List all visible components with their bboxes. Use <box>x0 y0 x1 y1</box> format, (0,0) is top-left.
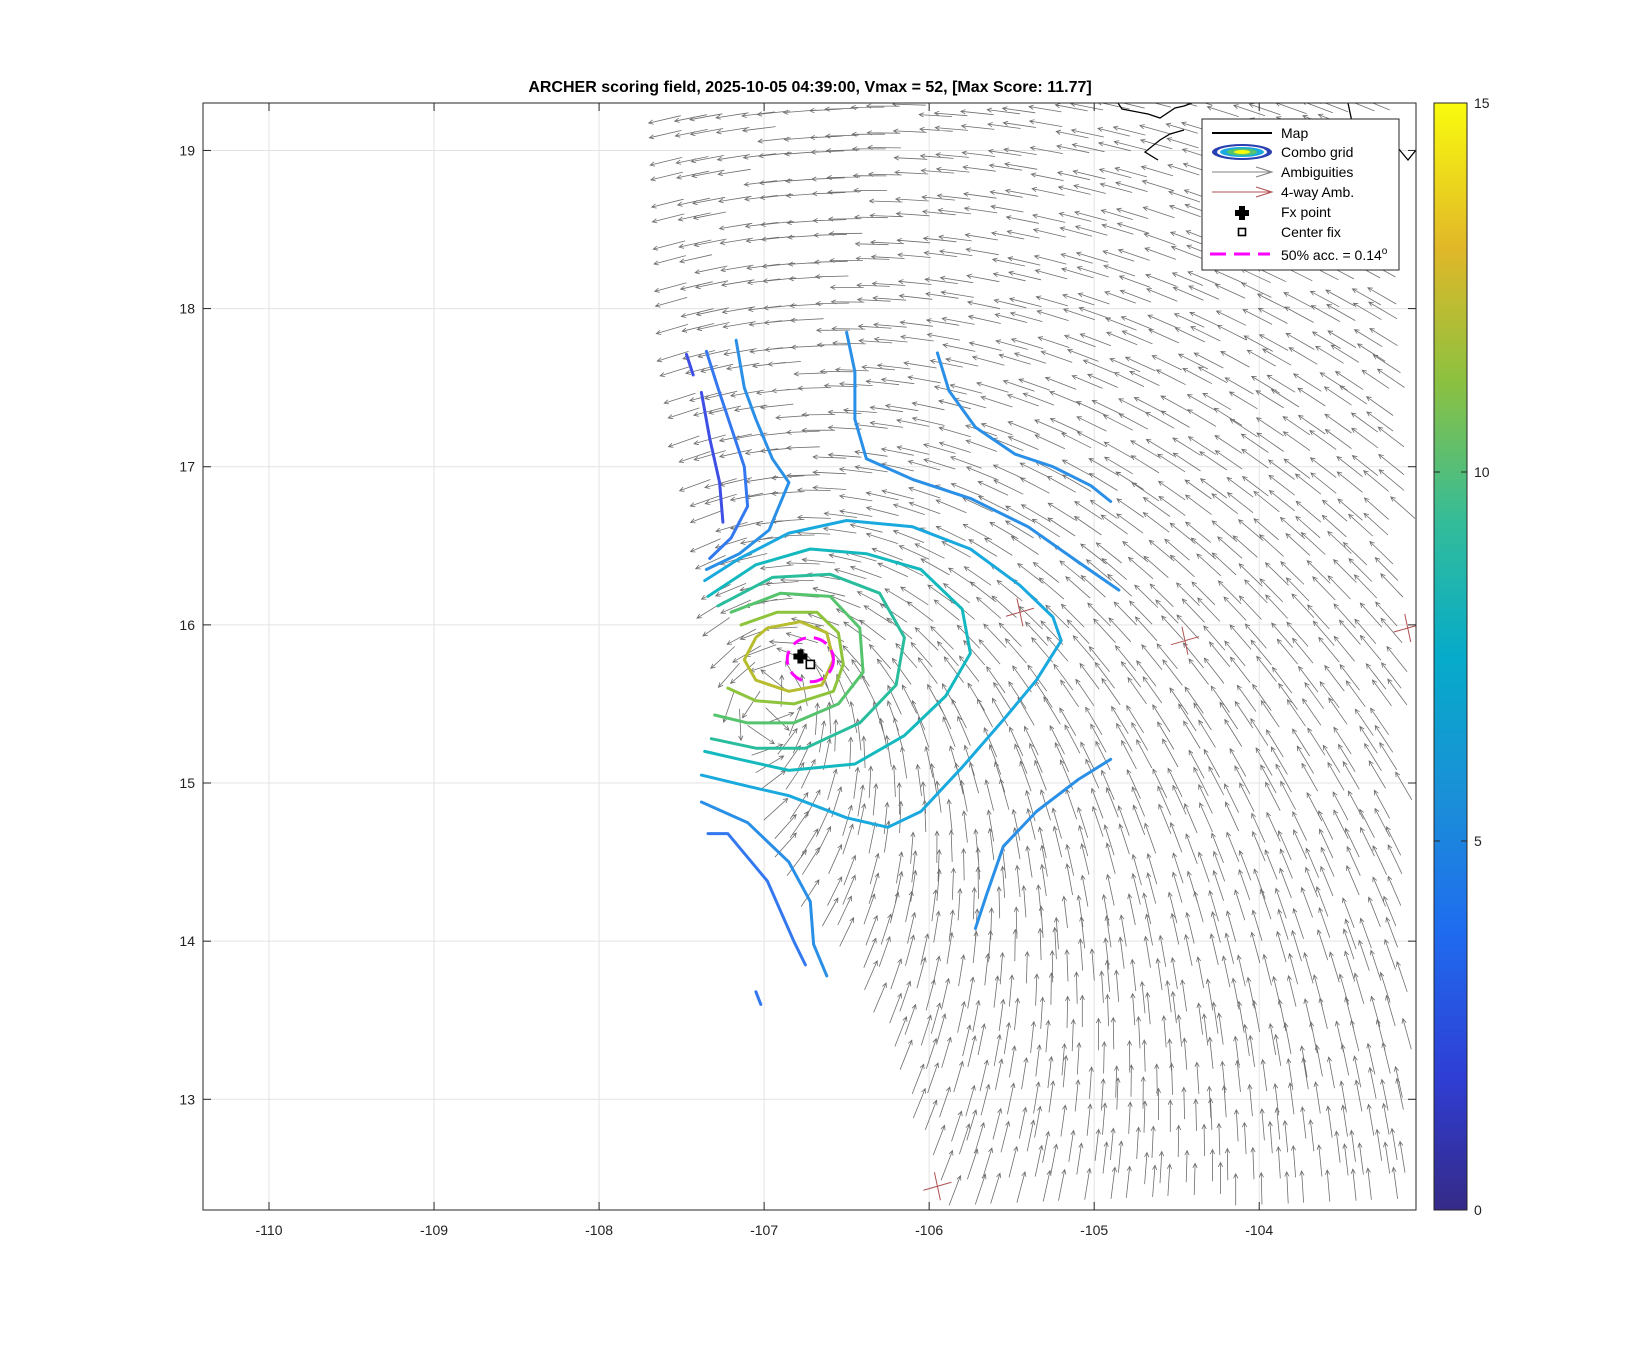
y-tick-label: 16 <box>179 617 195 633</box>
y-tick-label: 17 <box>179 459 195 475</box>
combo-grid-contours <box>685 330 1121 1006</box>
contour-line <box>973 757 1113 930</box>
center-fix-marker <box>805 659 816 670</box>
x-tick-label: -104 <box>1245 1222 1273 1238</box>
colorbar-tick-label: 0 <box>1474 1202 1482 1218</box>
contour-line <box>706 832 807 967</box>
coastline-segment <box>1143 129 1185 161</box>
contour-line <box>754 990 763 1006</box>
colorbar-tick-label: 5 <box>1474 833 1482 849</box>
contour-line <box>713 591 865 725</box>
coastline-segment <box>1117 103 1193 119</box>
contour-line <box>709 572 906 750</box>
fx-point-marker <box>793 649 808 664</box>
legend-box <box>1201 118 1400 271</box>
four-way-ambiguity-mark <box>923 1172 952 1201</box>
contour-line <box>685 352 695 377</box>
contour-line <box>699 800 829 978</box>
x-tick-label: -110 <box>256 1222 283 1238</box>
colorbar-gradient <box>1433 102 1468 1211</box>
legend-center-fix-marker <box>1237 227 1247 237</box>
colorbar-tick-label: 10 <box>1474 464 1490 480</box>
contour-line <box>742 620 835 693</box>
x-tick-label: -106 <box>915 1222 943 1238</box>
fix-markers <box>785 636 835 684</box>
legend-combo-grid-swatch <box>1212 144 1272 160</box>
contour-line <box>704 349 750 560</box>
plot-area <box>203 103 1416 1210</box>
y-axis: 13 14 15 16 17 18 19 <box>179 142 1416 1107</box>
legend: Map Combo grid Ambiguities 4-way Amb. Fx… <box>1201 118 1400 271</box>
legend-label-accuracy-text: 50% acc. = 0.14 <box>1281 247 1382 263</box>
legend-fx-point-marker <box>1235 206 1249 220</box>
contour-line <box>845 330 1121 592</box>
ambiguity-arrows <box>647 103 1416 1206</box>
contour-line <box>935 351 1113 503</box>
y-tick-label: 13 <box>179 1091 195 1107</box>
four-way-ambiguity-mark <box>1170 626 1200 655</box>
colorbar-tick-label: 15 <box>1474 95 1490 111</box>
y-tick-label: 18 <box>179 301 195 317</box>
y-tick-label: 19 <box>179 142 195 158</box>
x-tick-label: -107 <box>750 1222 778 1238</box>
legend-ambiguities-swatch <box>1212 166 1274 178</box>
legend-label-center-fix: Center fix <box>1281 224 1341 240</box>
legend-label-accuracy: 50% acc. = 0.14o <box>1281 246 1388 263</box>
contour-line <box>699 390 725 524</box>
y-tick-label: 15 <box>179 775 195 791</box>
x-axis: -110 -109 -108 -107 -106 -105 -104 <box>256 103 1273 1238</box>
four-way-ambiguity-mark <box>1393 613 1416 643</box>
four-way-ambiguity-mark <box>1005 598 1035 627</box>
legend-label-combo-grid: Combo grid <box>1281 144 1353 160</box>
legend-label-fx-point: Fx point <box>1281 204 1331 220</box>
chart-title: ARCHER scoring field, 2025-10-05 04:39:0… <box>528 79 1091 96</box>
colorbar: 0 5 10 15 <box>1433 95 1490 1218</box>
x-tick-label: -108 <box>585 1222 613 1238</box>
legend-label-map: Map <box>1281 125 1308 141</box>
contour-line <box>703 547 972 772</box>
legend-label-ambiguities: Ambiguities <box>1281 164 1353 180</box>
accuracy-circle <box>785 636 835 684</box>
x-tick-label: -105 <box>1080 1222 1108 1238</box>
coastline-segment <box>1397 147 1416 162</box>
legend-label-accuracy-degree: o <box>1382 246 1388 257</box>
contour-line <box>699 519 1063 829</box>
contour-line <box>726 610 845 706</box>
y-tick-label: 14 <box>179 933 195 949</box>
plot-frame <box>202 102 1417 1211</box>
legend-label-4way: 4-way Amb. <box>1281 184 1354 200</box>
contour-line <box>704 338 791 571</box>
legend-4way-swatch <box>1212 186 1274 198</box>
four-way-ambiguities <box>923 598 1416 1201</box>
x-tick-label: -109 <box>420 1222 448 1238</box>
colorbar-ticks: 0 5 10 15 <box>1434 95 1490 1218</box>
wind-vector-field <box>647 103 1416 1206</box>
